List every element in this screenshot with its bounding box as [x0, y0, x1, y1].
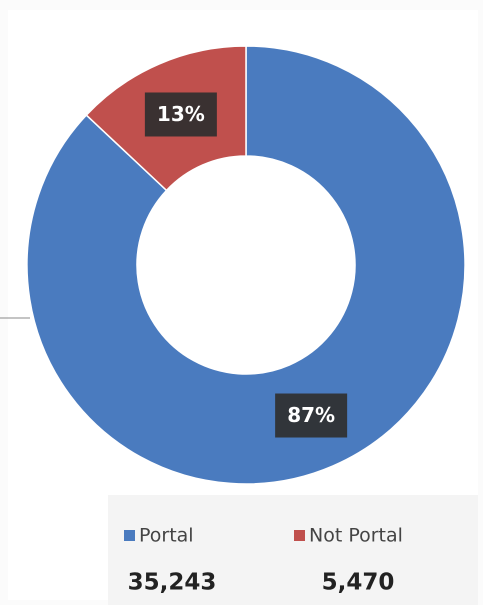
- legend-area: [108, 495, 478, 605]
- data-label-box: [144, 92, 217, 137]
- labels: 87% 13%: [144, 92, 348, 438]
- data-label: 87%: [287, 403, 335, 427]
- count-label: 5,470: [322, 570, 395, 596]
- legend-swatch: [294, 530, 305, 541]
- legend-label: Portal: [139, 525, 194, 547]
- count-label: 35,243: [128, 570, 217, 596]
- slice: [26, 45, 466, 485]
- data-label: 13%: [157, 102, 205, 126]
- legend-label: Not Portal: [309, 525, 403, 547]
- legend-swatch: [124, 530, 135, 541]
- data-label-box: [275, 393, 348, 438]
